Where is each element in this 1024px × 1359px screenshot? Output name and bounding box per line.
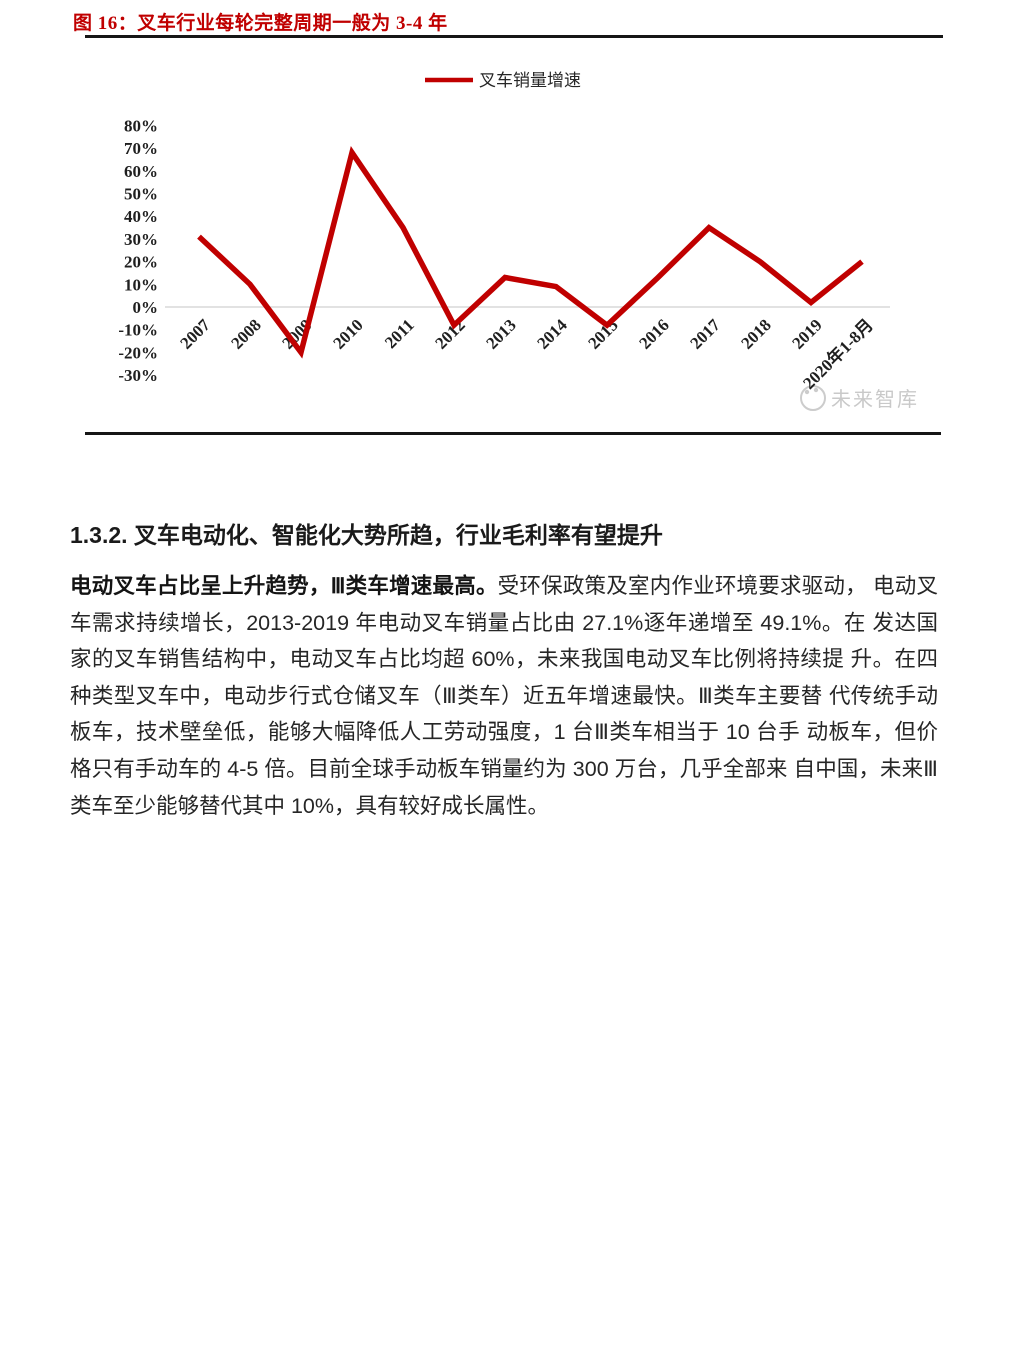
x-axis-tick-label: 2018 xyxy=(737,315,774,352)
x-axis-tick-label: 2008 xyxy=(227,315,264,352)
x-axis-tick-label: 2017 xyxy=(686,315,724,353)
x-axis-tick-label: 2014 xyxy=(533,315,571,353)
figure-top-rule xyxy=(85,35,943,38)
y-axis-tick-label: 60% xyxy=(124,162,158,181)
x-axis-tick-label: 2010 xyxy=(329,315,366,352)
x-axis-tick-label: 2019 xyxy=(788,315,825,352)
y-axis-tick-label: 30% xyxy=(124,230,158,249)
watermark-logo-dot-icon xyxy=(813,387,819,393)
y-axis-tick-label: 10% xyxy=(124,275,158,294)
figure-bottom-rule xyxy=(85,432,941,435)
x-axis-tick-label: 2016 xyxy=(635,315,672,352)
legend-label: 叉车销量增速 xyxy=(479,71,581,90)
paragraph-body-text: 受环保政策及室内作业环境要求驱动， 电动叉车需求持续增长，2013-2019 年… xyxy=(70,574,938,818)
y-axis-tick-label: -10% xyxy=(118,321,158,340)
body-paragraph: 电动叉车占比呈上升趋势，Ⅲ类车增速最高。受环保政策及室内作业环境要求驱动， 电动… xyxy=(70,568,938,824)
forklift-growth-chart: 叉车销量增速 未来智库 80% 70% 60% 50% 40% 30% 20% 10% 0% -1… xyxy=(118,71,919,411)
watermark-text: 未来智库 xyxy=(831,388,919,411)
x-axis-tick-label: 2013 xyxy=(482,315,519,352)
watermark-logo-icon xyxy=(800,385,826,411)
y-axis-tick-label: -30% xyxy=(118,366,158,385)
x-axis-tick-label: 2011 xyxy=(381,315,418,352)
y-axis-tick-label: 40% xyxy=(124,207,158,226)
watermark-logo-dot-icon xyxy=(804,389,810,395)
x-axis-tick-label: 2007 xyxy=(176,315,214,353)
sales-growth-line xyxy=(197,146,864,359)
section-heading: 1.3.2. 叉车电动化、智能化大势所趋，行业毛利率有望提升 xyxy=(70,522,663,548)
watermark: 未来智库 xyxy=(800,385,919,411)
y-axis-tick-label: 50% xyxy=(124,185,158,204)
paragraph-lead: 电动叉车占比呈上升趋势，Ⅲ类车增速最高。 xyxy=(70,574,498,598)
y-axis-tick-label: 80% xyxy=(124,116,158,135)
chart-legend: 叉车销量增速 xyxy=(425,71,581,90)
figure-title: 图 16：叉车行业每轮完整周期一般为 3-4 年 xyxy=(73,13,448,34)
y-axis-tick-label: 0% xyxy=(133,298,159,317)
y-axis-tick-label: 70% xyxy=(124,139,158,158)
y-axis-tick-label: -20% xyxy=(118,343,158,362)
y-axis-tick-label: 20% xyxy=(124,253,158,272)
